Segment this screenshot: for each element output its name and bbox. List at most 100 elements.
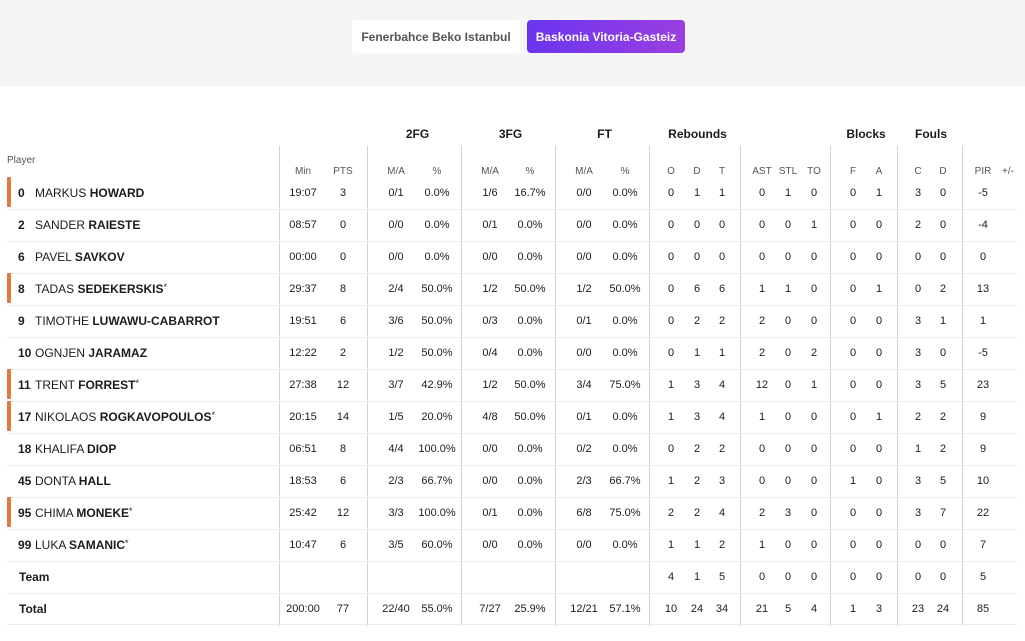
player-stat-stl: 1 xyxy=(784,283,792,295)
starter-marker xyxy=(7,273,11,303)
player-stat-foul-c: 0 xyxy=(914,251,922,263)
player-stat-pir: 9 xyxy=(979,411,987,423)
player-stat-blk-f: 1 xyxy=(849,475,857,487)
player-name-link[interactable]: TIMOTHE LUWAWU-CABARROT xyxy=(35,314,220,328)
player-mark: * xyxy=(125,538,129,548)
tab-fenerbahce[interactable]: Fenerbahce Beko Istanbul xyxy=(352,20,520,53)
player-stat-to: 0 xyxy=(810,443,818,455)
player-stat-blk-f: 0 xyxy=(849,443,857,455)
player-stat-ft-pct: 66.7% xyxy=(609,475,641,487)
col-header-min: Min xyxy=(294,166,312,177)
player-stat-pir: 7 xyxy=(979,539,987,551)
player-stat-min: 18:53 xyxy=(289,475,317,487)
row-divider xyxy=(7,305,1017,306)
player-stat-ast: 0 xyxy=(758,475,766,487)
player-stat-fg3-ma: 0/0 xyxy=(482,251,498,263)
total-stat-fg3-pct: 25.9% xyxy=(514,603,546,615)
player-mark: * xyxy=(135,378,139,388)
row-divider xyxy=(7,465,1017,466)
col-header-blk-a: A xyxy=(875,166,883,177)
player-name-link[interactable]: SANDER RAIESTE xyxy=(35,218,140,232)
player-stat-ast: 0 xyxy=(758,219,766,231)
player-stat-reb-o: 0 xyxy=(667,219,675,231)
player-name-link[interactable]: CHIMA MONEKE* xyxy=(35,506,133,520)
player-first-name: PAVEL xyxy=(35,250,72,264)
player-stat-reb-o: 2 xyxy=(667,507,675,519)
player-stat-ast: 1 xyxy=(758,411,766,423)
player-stat-fg3-ma: 0/0 xyxy=(482,443,498,455)
player-stat-blk-a: 0 xyxy=(875,539,883,551)
player-stat-foul-d: 5 xyxy=(939,475,947,487)
player-name-link[interactable]: LUKA SAMANIC* xyxy=(35,538,129,552)
player-stat-fg3-ma: 1/2 xyxy=(482,283,498,295)
team-stat-ast: 0 xyxy=(758,571,766,583)
total-stat-ft-pct: 57.1% xyxy=(609,603,641,615)
player-stat-reb-t: 1 xyxy=(718,187,726,199)
player-number: 99 xyxy=(18,538,32,552)
player-stat-min: 25:42 xyxy=(289,507,317,519)
player-stat-foul-c: 3 xyxy=(914,379,922,391)
player-first-name: TRENT xyxy=(35,378,75,392)
player-stat-ft-ma: 0/0 xyxy=(576,251,592,263)
group-header-3fg: 3FG xyxy=(498,127,523,141)
player-name-link[interactable]: NIKOLAOS ROGKAVOPOULOS* xyxy=(35,410,215,424)
player-name-link[interactable]: PAVEL SAVKOV xyxy=(35,250,125,264)
player-stat-ft-ma: 0/0 xyxy=(576,539,592,551)
player-stat-blk-f: 0 xyxy=(849,507,857,519)
player-name-link[interactable]: TADAS SEDEKERSKIS* xyxy=(35,282,167,296)
row-divider xyxy=(7,209,1017,210)
total-stat-fg3-ma: 7/27 xyxy=(479,603,501,615)
player-stat-blk-f: 0 xyxy=(849,219,857,231)
player-stat-foul-d: 1 xyxy=(939,315,947,327)
row-divider xyxy=(7,337,1017,338)
total-stat-foul-d: 24 xyxy=(936,603,950,615)
player-stat-fg2-pct: 100.0% xyxy=(418,507,456,519)
player-stat-foul-d: 0 xyxy=(939,347,947,359)
col-header-reb-t: T xyxy=(718,166,726,177)
player-stat-to: 0 xyxy=(810,411,818,423)
col-header-foul-d: D xyxy=(939,166,947,177)
player-stat-foul-c: 3 xyxy=(914,507,922,519)
player-stat-fg3-ma: 0/4 xyxy=(482,347,498,359)
starter-marker xyxy=(7,177,11,207)
player-last-name: SAVKOV xyxy=(74,250,125,264)
row-divider xyxy=(7,401,1017,402)
player-stat-reb-t: 2 xyxy=(718,443,726,455)
player-name-link[interactable]: OGNJEN JARAMAZ xyxy=(35,346,147,360)
total-row-label: Total xyxy=(19,602,47,616)
player-stat-stl: 0 xyxy=(784,219,792,231)
total-stat-reb-d: 24 xyxy=(690,603,704,615)
player-stat-ast: 1 xyxy=(758,283,766,295)
player-stat-reb-o: 1 xyxy=(667,379,675,391)
player-stat-foul-c: 3 xyxy=(914,347,922,359)
player-stat-ast: 12 xyxy=(755,379,769,391)
player-stat-fg2-ma: 0/1 xyxy=(388,187,404,199)
player-name-link[interactable]: DONTA HALL xyxy=(35,474,111,488)
player-stat-foul-c: 3 xyxy=(914,315,922,327)
player-number: 18 xyxy=(18,442,32,456)
player-stat-reb-d: 1 xyxy=(693,539,701,551)
player-stat-fg3-pct: 0.0% xyxy=(517,219,543,231)
player-name-link[interactable]: KHALIFA DIOP xyxy=(35,442,116,456)
row-divider xyxy=(7,241,1017,242)
player-number: 10 xyxy=(18,346,32,360)
player-stat-to: 0 xyxy=(810,475,818,487)
team-tabs: Fenerbahce Beko Istanbul Baskonia Vitori… xyxy=(352,20,685,53)
player-stat-stl: 0 xyxy=(784,347,792,359)
team-stat-foul-c: 0 xyxy=(914,571,922,583)
player-stat-blk-f: 0 xyxy=(849,283,857,295)
player-stat-pir: -5 xyxy=(978,187,988,199)
player-stat-pts: 8 xyxy=(339,283,347,295)
player-name-link[interactable]: MARKUS HOWARD xyxy=(35,186,144,200)
player-stat-to: 0 xyxy=(810,283,818,295)
player-stat-stl: 1 xyxy=(784,187,792,199)
player-last-name: LUWAWU-CABARROT xyxy=(92,314,220,328)
team-stat-foul-d: 0 xyxy=(939,571,947,583)
player-name-link[interactable]: TRENT FORREST* xyxy=(35,378,139,392)
player-stat-reb-d: 0 xyxy=(693,219,701,231)
tab-baskonia[interactable]: Baskonia Vitoria-Gasteiz xyxy=(527,20,685,53)
player-stat-pir: 10 xyxy=(976,475,990,487)
column-divider xyxy=(555,146,556,626)
player-stat-ast: 2 xyxy=(758,315,766,327)
